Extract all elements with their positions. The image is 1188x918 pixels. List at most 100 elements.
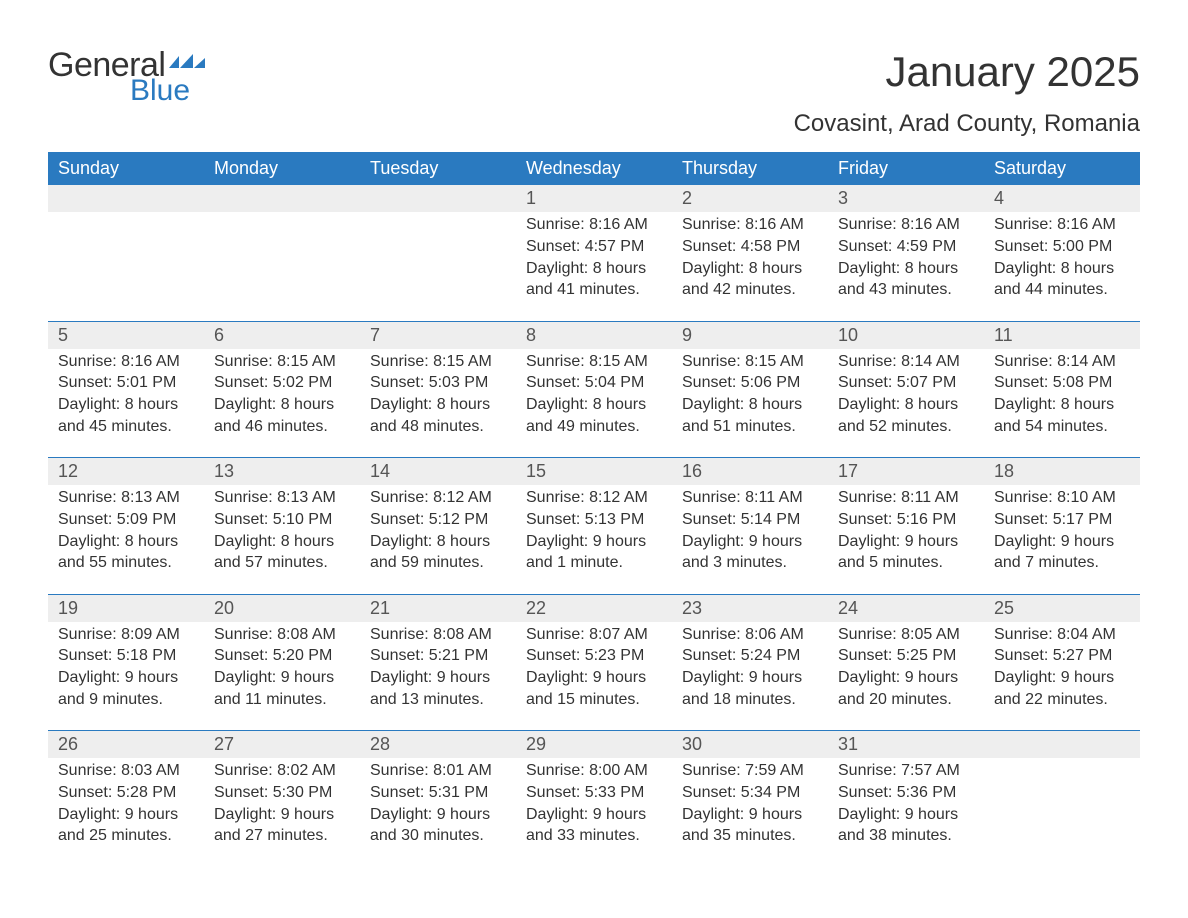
calendar-day-cell: 23Sunrise: 8:06 AMSunset: 5:24 PMDayligh… bbox=[672, 595, 828, 731]
daylight-line: Daylight: 9 hours bbox=[58, 667, 194, 689]
day-details: Sunrise: 8:16 AMSunset: 5:00 PMDaylight:… bbox=[984, 212, 1140, 308]
daylight-line: Daylight: 8 hours bbox=[838, 394, 974, 416]
sunset-line: Sunset: 5:34 PM bbox=[682, 782, 818, 804]
daylight-line: Daylight: 9 hours bbox=[838, 804, 974, 826]
sunrise-line: Sunrise: 8:16 AM bbox=[526, 214, 662, 236]
sunset-line: Sunset: 5:20 PM bbox=[214, 645, 350, 667]
daylight-line: Daylight: 8 hours bbox=[994, 394, 1130, 416]
sunset-line: Sunset: 5:14 PM bbox=[682, 509, 818, 531]
daylight-line: Daylight: 9 hours bbox=[526, 531, 662, 553]
sunrise-line: Sunrise: 8:15 AM bbox=[682, 351, 818, 373]
calendar-day-cell: 2Sunrise: 8:16 AMSunset: 4:58 PMDaylight… bbox=[672, 185, 828, 321]
daylight-line-2: and 11 minutes. bbox=[214, 689, 350, 711]
sunset-line: Sunset: 5:01 PM bbox=[58, 372, 194, 394]
day-details: Sunrise: 8:13 AMSunset: 5:09 PMDaylight:… bbox=[48, 485, 204, 581]
daylight-line-2: and 22 minutes. bbox=[994, 689, 1130, 711]
sunset-line: Sunset: 5:10 PM bbox=[214, 509, 350, 531]
daylight-line: Daylight: 9 hours bbox=[682, 531, 818, 553]
day-details: Sunrise: 8:05 AMSunset: 5:25 PMDaylight:… bbox=[828, 622, 984, 718]
sunrise-line: Sunrise: 8:05 AM bbox=[838, 624, 974, 646]
sunrise-line: Sunrise: 8:03 AM bbox=[58, 760, 194, 782]
day-details: Sunrise: 8:02 AMSunset: 5:30 PMDaylight:… bbox=[204, 758, 360, 854]
calendar-header-cell: Monday bbox=[204, 152, 360, 185]
daylight-line-2: and 3 minutes. bbox=[682, 552, 818, 574]
calendar-day-cell: 4Sunrise: 8:16 AMSunset: 5:00 PMDaylight… bbox=[984, 185, 1140, 321]
sunset-line: Sunset: 5:23 PM bbox=[526, 645, 662, 667]
daylight-line-2: and 59 minutes. bbox=[370, 552, 506, 574]
daylight-line: Daylight: 8 hours bbox=[526, 258, 662, 280]
calendar-header-cell: Tuesday bbox=[360, 152, 516, 185]
sunset-line: Sunset: 5:07 PM bbox=[838, 372, 974, 394]
day-details: Sunrise: 8:11 AMSunset: 5:16 PMDaylight:… bbox=[828, 485, 984, 581]
daylight-line-2: and 42 minutes. bbox=[682, 279, 818, 301]
day-number: 15 bbox=[516, 458, 672, 485]
sunset-line: Sunset: 4:57 PM bbox=[526, 236, 662, 258]
day-number-empty bbox=[984, 731, 1140, 758]
sunset-line: Sunset: 5:17 PM bbox=[994, 509, 1130, 531]
day-number: 26 bbox=[48, 731, 204, 758]
day-number: 19 bbox=[48, 595, 204, 622]
daylight-line: Daylight: 8 hours bbox=[682, 258, 818, 280]
calendar-week-row: 5Sunrise: 8:16 AMSunset: 5:01 PMDaylight… bbox=[48, 322, 1140, 458]
calendar-day-cell: 26Sunrise: 8:03 AMSunset: 5:28 PMDayligh… bbox=[48, 731, 204, 867]
calendar-day-cell: 11Sunrise: 8:14 AMSunset: 5:08 PMDayligh… bbox=[984, 322, 1140, 458]
daylight-line: Daylight: 9 hours bbox=[526, 667, 662, 689]
day-details: Sunrise: 8:04 AMSunset: 5:27 PMDaylight:… bbox=[984, 622, 1140, 718]
calendar-day-cell: 25Sunrise: 8:04 AMSunset: 5:27 PMDayligh… bbox=[984, 595, 1140, 731]
sunrise-line: Sunrise: 8:16 AM bbox=[838, 214, 974, 236]
calendar-empty-cell bbox=[48, 185, 204, 321]
page-subtitle: Covasint, Arad County, Romania bbox=[48, 110, 1140, 138]
day-number: 28 bbox=[360, 731, 516, 758]
sunset-line: Sunset: 5:27 PM bbox=[994, 645, 1130, 667]
logo: General Blue bbox=[48, 48, 205, 106]
day-details: Sunrise: 8:16 AMSunset: 4:57 PMDaylight:… bbox=[516, 212, 672, 308]
daylight-line-2: and 27 minutes. bbox=[214, 825, 350, 847]
calendar-day-cell: 15Sunrise: 8:12 AMSunset: 5:13 PMDayligh… bbox=[516, 458, 672, 594]
page-title: January 2025 bbox=[885, 48, 1140, 96]
sunset-line: Sunset: 5:36 PM bbox=[838, 782, 974, 804]
daylight-line-2: and 5 minutes. bbox=[838, 552, 974, 574]
daylight-line-2: and 15 minutes. bbox=[526, 689, 662, 711]
day-number-empty bbox=[360, 185, 516, 212]
daylight-line: Daylight: 8 hours bbox=[526, 394, 662, 416]
calendar-day-cell: 3Sunrise: 8:16 AMSunset: 4:59 PMDaylight… bbox=[828, 185, 984, 321]
calendar-empty-cell bbox=[984, 731, 1140, 867]
day-details: Sunrise: 8:12 AMSunset: 5:13 PMDaylight:… bbox=[516, 485, 672, 581]
daylight-line: Daylight: 9 hours bbox=[214, 667, 350, 689]
day-number: 31 bbox=[828, 731, 984, 758]
sunset-line: Sunset: 5:31 PM bbox=[370, 782, 506, 804]
day-details: Sunrise: 8:09 AMSunset: 5:18 PMDaylight:… bbox=[48, 622, 204, 718]
daylight-line: Daylight: 9 hours bbox=[370, 667, 506, 689]
day-number: 18 bbox=[984, 458, 1140, 485]
daylight-line: Daylight: 8 hours bbox=[838, 258, 974, 280]
sunrise-line: Sunrise: 8:15 AM bbox=[214, 351, 350, 373]
sunset-line: Sunset: 5:24 PM bbox=[682, 645, 818, 667]
day-number: 20 bbox=[204, 595, 360, 622]
sunrise-line: Sunrise: 8:14 AM bbox=[994, 351, 1130, 373]
daylight-line: Daylight: 8 hours bbox=[682, 394, 818, 416]
daylight-line-2: and 51 minutes. bbox=[682, 416, 818, 438]
daylight-line-2: and 30 minutes. bbox=[370, 825, 506, 847]
calendar-header-cell: Thursday bbox=[672, 152, 828, 185]
calendar-day-cell: 9Sunrise: 8:15 AMSunset: 5:06 PMDaylight… bbox=[672, 322, 828, 458]
day-number: 7 bbox=[360, 322, 516, 349]
calendar-day-cell: 30Sunrise: 7:59 AMSunset: 5:34 PMDayligh… bbox=[672, 731, 828, 867]
calendar-empty-cell bbox=[204, 185, 360, 321]
logo-text-blue: Blue bbox=[130, 76, 205, 106]
logo-flag-icon bbox=[169, 52, 205, 76]
daylight-line-2: and 46 minutes. bbox=[214, 416, 350, 438]
sunrise-line: Sunrise: 8:12 AM bbox=[370, 487, 506, 509]
calendar-day-cell: 21Sunrise: 8:08 AMSunset: 5:21 PMDayligh… bbox=[360, 595, 516, 731]
daylight-line: Daylight: 9 hours bbox=[838, 667, 974, 689]
calendar-empty-cell bbox=[360, 185, 516, 321]
day-details: Sunrise: 8:14 AMSunset: 5:07 PMDaylight:… bbox=[828, 349, 984, 445]
daylight-line-2: and 52 minutes. bbox=[838, 416, 974, 438]
sunset-line: Sunset: 5:04 PM bbox=[526, 372, 662, 394]
sunrise-line: Sunrise: 8:10 AM bbox=[994, 487, 1130, 509]
daylight-line: Daylight: 9 hours bbox=[994, 531, 1130, 553]
day-number: 24 bbox=[828, 595, 984, 622]
day-details: Sunrise: 8:15 AMSunset: 5:03 PMDaylight:… bbox=[360, 349, 516, 445]
sunrise-line: Sunrise: 8:07 AM bbox=[526, 624, 662, 646]
daylight-line-2: and 18 minutes. bbox=[682, 689, 818, 711]
calendar-day-cell: 24Sunrise: 8:05 AMSunset: 5:25 PMDayligh… bbox=[828, 595, 984, 731]
